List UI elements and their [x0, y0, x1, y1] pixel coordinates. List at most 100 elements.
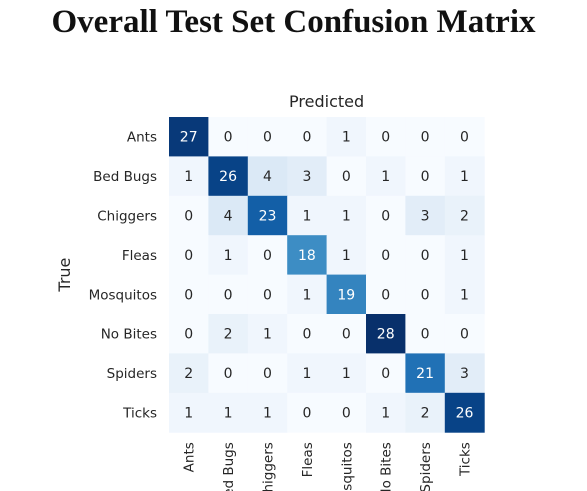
heatmap-cell [444, 392, 485, 433]
heatmap-cell [326, 117, 367, 157]
heatmap-cell [326, 235, 367, 276]
heatmap-cell [287, 156, 328, 197]
cell-value-label: 0 [421, 248, 430, 264]
cell-value-label: 26 [456, 406, 474, 422]
cell-value-label: 0 [421, 287, 430, 303]
cell-value-label: 19 [337, 287, 355, 303]
cell-value-label: 3 [302, 169, 311, 185]
row-tick-label: Fleas [122, 248, 157, 264]
heatmap-cell [208, 235, 249, 276]
cell-value-label: 0 [184, 209, 193, 225]
cell-value-label: 3 [421, 209, 430, 225]
heatmap-cell [326, 274, 367, 315]
cell-value-label: 2 [224, 327, 233, 343]
column-tick-label: No Bites [379, 442, 395, 491]
cell-value-label: 1 [460, 169, 469, 185]
heatmap-cell [405, 274, 446, 315]
cell-value-label: 0 [224, 130, 233, 146]
heatmap-cell [208, 195, 249, 236]
heatmap-cell [169, 195, 209, 236]
cell-value-label: 1 [381, 406, 390, 422]
heatmap-cell [405, 353, 446, 394]
cell-value-label: 21 [416, 366, 434, 382]
cell-value-label: 1 [184, 406, 193, 422]
cell-value-label: 0 [302, 327, 311, 343]
heatmap-cell [169, 235, 209, 276]
cell-value-label: 0 [263, 248, 272, 264]
heatmap-cell [444, 353, 485, 394]
heatmap-cell [169, 392, 209, 433]
heatmap-cell [366, 353, 406, 394]
cell-value-label: 4 [263, 169, 272, 185]
cell-value-label: 1 [381, 169, 390, 185]
heatmap-cell [169, 274, 209, 315]
column-tick-label: Spiders [418, 442, 434, 491]
heatmap-cell [208, 314, 249, 354]
cell-value-label: 0 [342, 406, 351, 422]
heatmap-cell [208, 156, 249, 197]
cell-value-label: 0 [263, 366, 272, 382]
heatmap-cell [326, 353, 367, 394]
heatmap-cell [247, 117, 288, 157]
cell-value-label: 0 [263, 130, 272, 146]
heatmap-cell [208, 353, 249, 394]
cell-value-label: 26 [219, 169, 237, 185]
cell-annotations: 27 0 0 0 1 0 0 01 26 4 3 0 1 0 10 4 23 1 1 0 3 20 1 0 18 1 0 0 10 0 0 1… [180, 130, 474, 422]
heatmap-cell [287, 274, 328, 315]
cell-value-label: 0 [184, 327, 193, 343]
heatmap-cell [326, 195, 367, 236]
heatmap-cell [444, 195, 485, 236]
heatmap-cell [405, 195, 446, 236]
column-tick-label: Ticks [458, 442, 474, 477]
heatmap-cell [405, 314, 446, 354]
heatmap-cell [326, 314, 367, 354]
row-tick-label: Mosquitos [89, 287, 157, 303]
heatmap-cell [287, 353, 328, 394]
cell-value-label: 0 [224, 366, 233, 382]
heatmap-cell [247, 392, 288, 433]
cell-value-label: 0 [381, 209, 390, 225]
cell-value-label: 0 [184, 248, 193, 264]
cell-value-label: 1 [184, 169, 193, 185]
heatmap-cell [208, 117, 249, 157]
heatmap-cell [366, 117, 406, 157]
cell-value-label: 1 [224, 248, 233, 264]
cell-value-label: 1 [342, 248, 351, 264]
heatmap-cell [247, 353, 288, 394]
heatmap-cell [169, 353, 209, 394]
heatmap-cell [366, 156, 406, 197]
column-tick-label: Mosquitos [339, 442, 355, 491]
heatmap-cell [287, 392, 328, 433]
cell-value-label: 0 [381, 130, 390, 146]
heatmap-cell [247, 235, 288, 276]
row-tick-label: Bed Bugs [93, 169, 157, 185]
cell-value-label: 1 [460, 287, 469, 303]
heatmap-cell [444, 274, 485, 315]
cell-value-label: 27 [180, 130, 198, 146]
row-tick-label: Ants [127, 130, 157, 146]
heatmap-cell [366, 392, 406, 433]
heatmap-cell [287, 314, 328, 354]
cell-value-label: 28 [377, 327, 395, 343]
column-tick-label: Bed Bugs [221, 442, 237, 491]
cell-value-label: 0 [302, 130, 311, 146]
heatmap-cell [366, 235, 406, 276]
cell-value-label: 0 [381, 366, 390, 382]
heatmap-cells [169, 117, 485, 433]
heatmap-cell [405, 117, 446, 157]
cell-value-label: 1 [263, 406, 272, 422]
heatmap-cell [444, 235, 485, 276]
heatmap-cell [326, 392, 367, 433]
heatmap-cell [444, 156, 485, 197]
heatmap-cell [247, 195, 288, 236]
cell-value-label: 0 [460, 130, 469, 146]
cell-value-label: 4 [224, 209, 233, 225]
cell-value-label: 0 [224, 287, 233, 303]
heatmap-cell [326, 156, 367, 197]
cell-value-label: 2 [460, 209, 469, 225]
cell-value-label: 1 [263, 327, 272, 343]
heatmap-cell [405, 235, 446, 276]
column-tick-label: Ants [182, 442, 198, 472]
heatmap-cell [444, 117, 485, 157]
